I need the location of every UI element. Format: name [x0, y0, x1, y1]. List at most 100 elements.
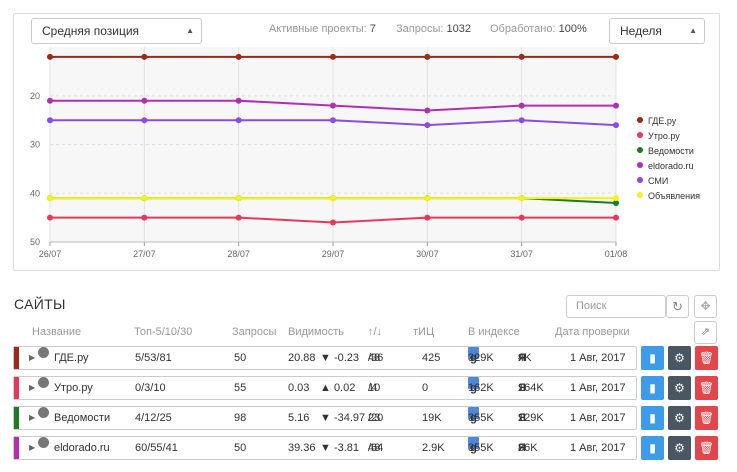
chart-panel: Средняя позиция ▲ Активные проекты: 7 За… — [13, 13, 720, 271]
legend-item[interactable]: Утро.ру — [637, 129, 700, 144]
table-row[interactable]: ▶ Ведомости 4/12/25 98 5.16 ▼ -34.97 23/… — [13, 406, 637, 430]
legend-marker — [637, 177, 643, 183]
visibility-change: ▼ -0.23 — [320, 352, 360, 364]
col-tic[interactable]: тИЦ — [413, 326, 435, 338]
check-date: 1 Авг, 2017 — [570, 382, 626, 394]
delete-trash-icon[interactable]: 🗑 — [695, 406, 718, 430]
data-point — [424, 107, 431, 114]
site-name[interactable]: ГДЕ.ру — [54, 352, 89, 364]
metric-select[interactable]: Средняя позиция ▲ — [31, 18, 202, 44]
x-tick-label: 01/08 — [605, 249, 628, 259]
check-date: 1 Авг, 2017 — [570, 412, 626, 424]
legend-item[interactable]: Объявления — [637, 189, 700, 204]
data-point — [518, 117, 525, 124]
site-color-bar — [14, 407, 19, 429]
data-point — [518, 214, 525, 221]
data-point — [235, 53, 242, 60]
settings-gear-icon[interactable]: ⚙ — [668, 376, 691, 400]
metric-select-value: Средняя позиция — [42, 24, 140, 38]
processed-value: 100% — [558, 23, 587, 35]
x-tick-label: 29/07 — [322, 249, 345, 259]
data-point — [141, 195, 148, 202]
data-point — [330, 102, 336, 109]
delete-trash-icon[interactable]: 🗑 — [695, 346, 718, 370]
col-updown[interactable]: ↑/↓ — [368, 326, 383, 338]
site-name[interactable]: Ведомости — [54, 412, 111, 424]
stats-icon[interactable]: ▮ — [641, 346, 664, 370]
visibility-change: ▼ -34.97 — [320, 412, 366, 424]
expand-icon[interactable]: ▶ — [29, 413, 36, 422]
chevron-updown-icon: ▲ — [689, 26, 697, 35]
delete-trash-icon[interactable]: 🗑 — [695, 436, 718, 460]
active-projects-value: 7 — [369, 23, 376, 35]
stats-icon[interactable]: ▮ — [641, 406, 664, 430]
data-point — [424, 195, 431, 202]
queries-label: Запросы: — [396, 23, 444, 35]
data-point — [235, 214, 242, 221]
period-select[interactable]: Неделя ▲ — [609, 18, 705, 44]
expand-icon[interactable]: ▶ — [29, 443, 36, 452]
data-point — [330, 195, 336, 202]
col-check-date[interactable]: Дата проверки — [555, 326, 630, 338]
legend-item[interactable]: eldorado.ru — [637, 159, 700, 174]
col-index[interactable]: В индексе — [468, 326, 520, 338]
export-icon[interactable]: ⇗ — [694, 321, 717, 344]
delete-trash-icon[interactable]: 🗑 — [695, 376, 718, 400]
updown: 10/4 — [368, 377, 380, 399]
col-name[interactable]: Название — [32, 326, 82, 338]
legend-label: ГДЕ.ру — [648, 116, 677, 126]
settings-gear-icon[interactable]: ⚙ — [668, 406, 691, 430]
data-point — [141, 53, 148, 60]
down-count: 20 — [371, 412, 384, 424]
legend-item[interactable]: СМИ — [637, 174, 700, 189]
settings-gear-icon[interactable]: ⚙ — [668, 436, 691, 460]
legend-item[interactable]: ГДЕ.ру — [637, 114, 700, 129]
down-count: 4 — [371, 382, 378, 394]
data-point — [330, 53, 336, 60]
visibility-value: 5.16 — [288, 412, 310, 424]
active-projects-stat: Активные проекты: 7 — [269, 23, 376, 35]
refresh-search-icon[interactable]: ↻ — [666, 295, 689, 318]
col-top[interactable]: Топ-5/10/30 — [134, 326, 193, 338]
legend-marker — [637, 132, 643, 138]
updown: 48/36 — [368, 347, 383, 369]
x-tick-label: 27/07 — [133, 249, 156, 259]
chevron-updown-icon: ▲ — [186, 26, 194, 35]
tic-value: 0 — [422, 382, 429, 394]
table-row[interactable]: ▶ eldorado.ru 60/55/41 50 39.36 ▼ -3.81 … — [13, 436, 637, 460]
settings-gear-icon[interactable]: ⚙ — [668, 346, 691, 370]
stats-icon[interactable]: ▮ — [641, 376, 664, 400]
sites-title: САЙТЫ — [14, 296, 66, 312]
yandex-icon: Я — [518, 382, 526, 394]
expand-icon[interactable]: ▶ — [29, 353, 36, 362]
data-point — [141, 117, 148, 124]
data-point — [235, 195, 242, 202]
site-color-bar — [14, 437, 19, 459]
legend-marker — [637, 192, 643, 198]
visibility-value: 39.36 — [288, 442, 316, 454]
queries-stat: Запросы: 1032 — [396, 23, 471, 35]
active-projects-label: Активные проекты: — [269, 23, 367, 35]
data-point — [47, 97, 53, 104]
move-icon[interactable]: ✥ — [694, 295, 717, 318]
data-point — [518, 195, 525, 202]
site-name[interactable]: eldorado.ru — [54, 442, 110, 454]
data-point — [47, 53, 53, 60]
y-tick-label: 50 — [30, 237, 40, 247]
legend-item[interactable]: Ведомости — [637, 144, 700, 159]
queries-count: 55 — [234, 382, 247, 394]
search-input[interactable]: Поиск — [566, 295, 666, 318]
table-row[interactable]: ▶ ГДЕ.ру 5/53/81 50 20.88 ▼ -0.23 48/36 … — [13, 346, 637, 370]
stats-icon[interactable]: ▮ — [641, 436, 664, 460]
data-point — [235, 97, 242, 104]
queries-count: 50 — [234, 442, 247, 454]
position-chart: 20 30 40 50 26/07 27/07 28/07 29/07 30/07 31/07 01… — [30, 47, 628, 259]
site-name[interactable]: Утро.ру — [54, 382, 93, 394]
col-visibility[interactable]: Видимость — [288, 326, 344, 338]
table-row[interactable]: ▶ Утро.ру 0/3/10 55 0.03 ▲ 0.02 10/4 0 g… — [13, 376, 637, 400]
col-queries[interactable]: Запросы — [232, 326, 277, 338]
legend-label: Утро.ру — [648, 131, 680, 141]
top-positions: 60/55/41 — [135, 442, 178, 454]
expand-icon[interactable]: ▶ — [29, 383, 36, 392]
data-point — [613, 102, 619, 109]
